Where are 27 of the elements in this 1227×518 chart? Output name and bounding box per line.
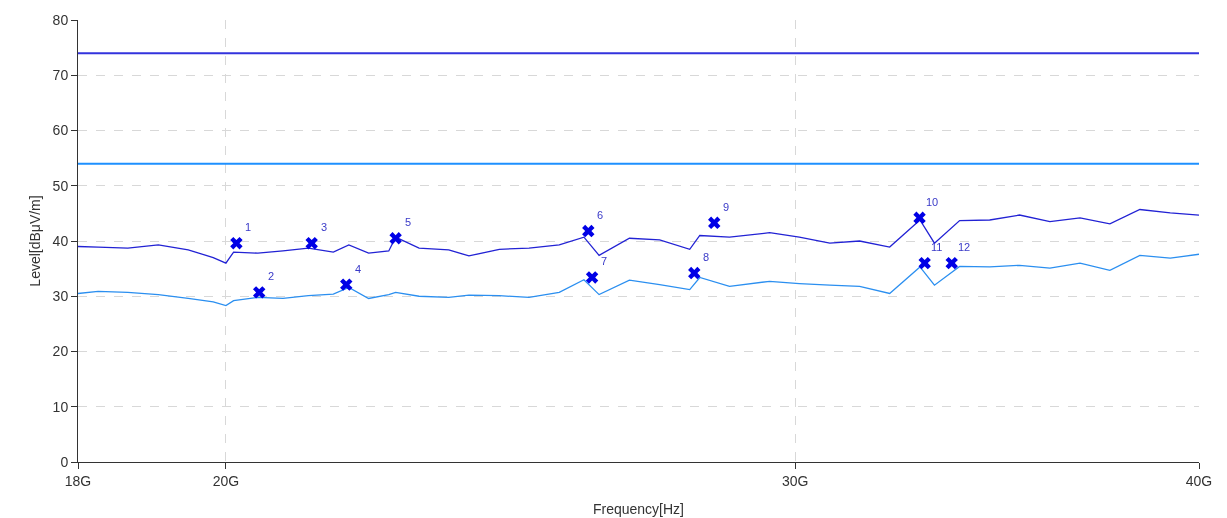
y-tick-label: 40 — [52, 232, 69, 249]
y-axis-title: Level[dBμV/m] — [27, 195, 43, 287]
x-axis-title: Frequency[Hz] — [592, 501, 685, 517]
annotation: 1 — [245, 221, 252, 233]
x-tick-label: 30G — [781, 472, 809, 489]
annotation: 3 — [321, 221, 328, 233]
annotation: 11 — [931, 241, 943, 253]
annotation: 7 — [601, 255, 608, 267]
annotation: 12 — [958, 241, 971, 253]
y-tick-label: 10 — [52, 398, 69, 415]
y-tick-label: 50 — [52, 177, 69, 194]
x-tick-label: 20G — [212, 472, 240, 489]
annotation: 2 — [268, 270, 275, 282]
y-tick-label: 70 — [52, 67, 69, 84]
y-tick-label: 30 — [52, 288, 69, 305]
annotation: 4 — [355, 263, 362, 275]
y-tick-label: 20 — [52, 343, 69, 360]
y-tick-label: 80 — [52, 11, 69, 28]
annotation: 5 — [405, 216, 412, 228]
annotation: 6 — [597, 209, 604, 221]
annotation: 9 — [723, 201, 730, 213]
y-tick-label: 0 — [60, 453, 69, 470]
x-tick-label: 18G — [64, 472, 92, 489]
annotation: 10 — [926, 196, 939, 208]
x-tick-label: 40G — [1185, 472, 1213, 489]
y-tick-label: 60 — [52, 122, 69, 139]
annotation: 8 — [703, 251, 710, 263]
